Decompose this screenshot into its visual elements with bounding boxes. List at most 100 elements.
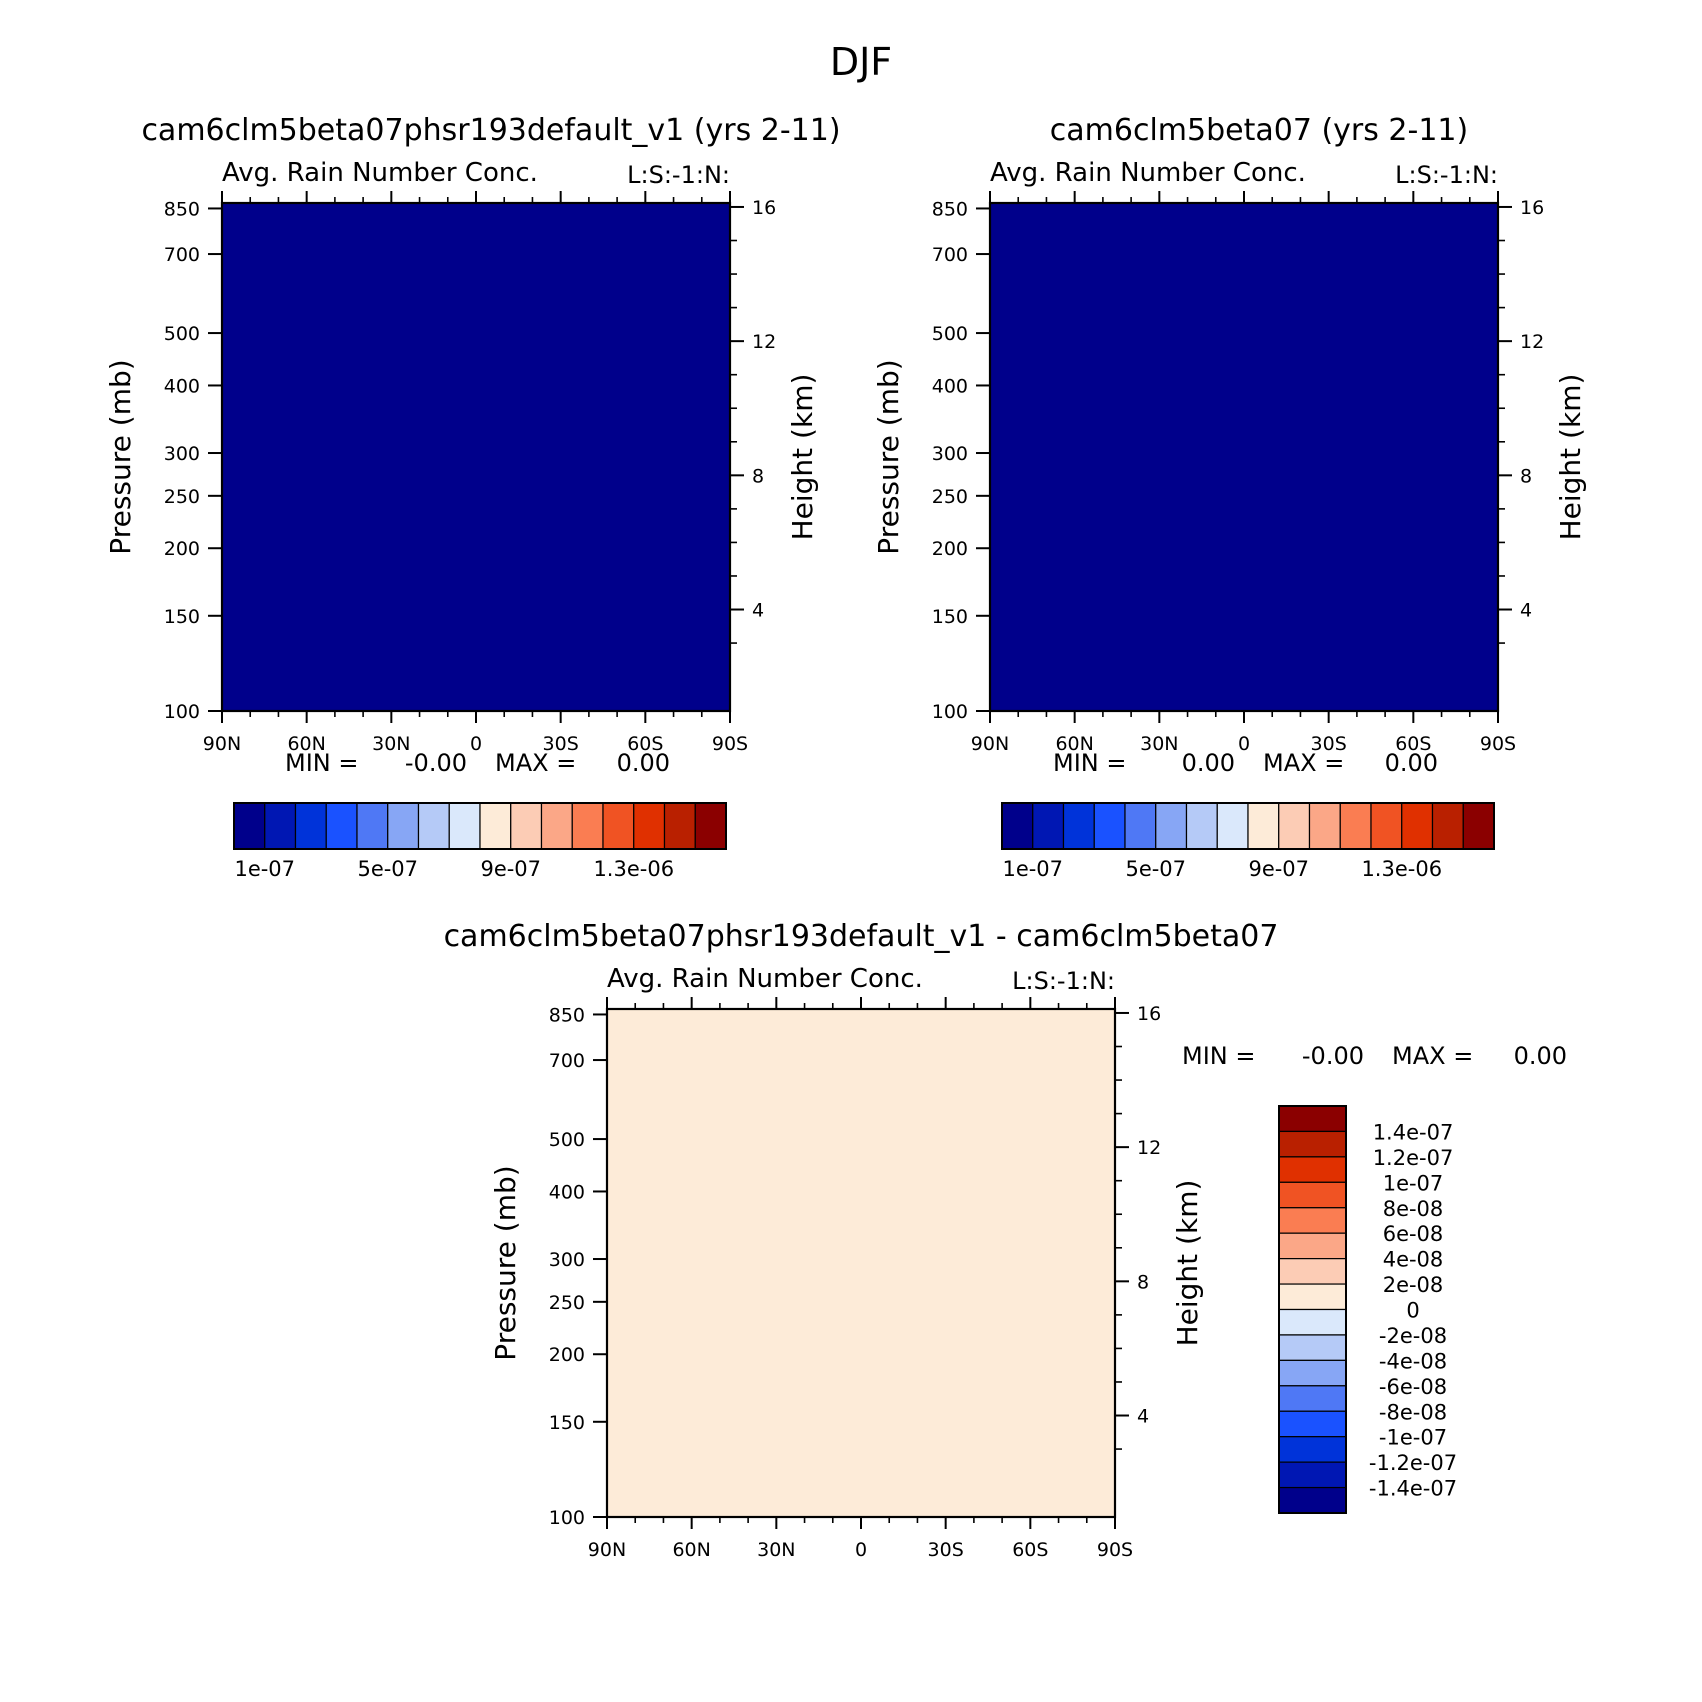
y-right-tick-label: 8 — [752, 465, 764, 487]
colorbar-swatch — [1032, 802, 1065, 850]
y-tick-label: 850 — [932, 198, 968, 220]
colorbar-frame — [233, 802, 727, 850]
y-axis-label: Pressure (mb) — [104, 359, 137, 554]
colorbar-swatch — [510, 802, 543, 850]
panel-corner-label: L:S:-1:N: — [1395, 161, 1498, 189]
colorbar-swatch — [602, 802, 635, 850]
panel-title: cam6clm5beta07phsr193default_v1 (yrs 2-1… — [141, 113, 840, 148]
colorbar-label: 9e-07 — [480, 857, 541, 881]
y-tick-label: 700 — [932, 244, 968, 266]
x-tick-label: 30S — [543, 733, 579, 755]
colorbar-swatch — [264, 802, 297, 850]
max-label: MAX = — [1263, 749, 1344, 777]
y-tick-label: 500 — [932, 323, 968, 345]
y-tick-label: 100 — [932, 701, 968, 723]
plot-field-1 — [990, 203, 1498, 711]
min-value: 0.00 — [1182, 749, 1235, 777]
y-right-tick-label: 4 — [1520, 600, 1532, 622]
colorbar-swatch — [1001, 802, 1034, 850]
plot-field-0 — [222, 203, 730, 711]
min-label: MIN = — [1053, 749, 1126, 777]
colorbar-swatch — [571, 802, 604, 850]
y-tick-label: 300 — [164, 443, 200, 465]
plot-background — [607, 1009, 1115, 1517]
colorbar-swatch — [1062, 802, 1095, 850]
min-value: -0.00 — [405, 749, 467, 777]
plot-background — [222, 203, 730, 711]
panel-1: 90N 60N 30N 0 30S 60S 90S 100 150 200 250 300 400 500… — [872, 113, 1587, 881]
colorbar-swatch — [1247, 802, 1280, 850]
colorbar-swatch — [1185, 802, 1218, 850]
colorbar-swatch — [1124, 802, 1157, 850]
colorbar-swatch — [325, 802, 358, 850]
y-tick-label: 400 — [164, 375, 200, 397]
x-tick-label: 90S — [712, 733, 748, 755]
colorbar-swatch — [448, 802, 481, 850]
x-tick-label: 90N — [971, 733, 1009, 755]
y-axis-label-right: Height (km) — [1554, 374, 1587, 541]
x-tick-label: 60N — [1055, 733, 1093, 755]
max-value: 0.00 — [1385, 749, 1438, 777]
x-tick-label: 90S — [1480, 733, 1516, 755]
y-axis-label: Pressure (mb) — [872, 359, 905, 554]
colorbar-1: 1e-07 5e-07 9e-07 1.3e-06 — [1001, 802, 1495, 881]
colorbar-swatch — [387, 802, 420, 850]
x-tick-label: 90N — [203, 733, 241, 755]
y-tick-label: 500 — [164, 323, 200, 345]
colorbar-label: 9e-07 — [1248, 857, 1309, 881]
colorbar-swatch — [1401, 802, 1434, 850]
plot-field-2 — [607, 1009, 1115, 1517]
colorbar-swatch — [1155, 802, 1188, 850]
y-tick-label: 200 — [932, 538, 968, 560]
colorbar-swatch — [479, 802, 512, 850]
panel-2: 90N 60N 30N 0 30S 60S 90S100150200250300400500… — [444, 919, 1567, 1561]
colorbar-swatch — [1308, 802, 1341, 850]
y-tick-label: 150 — [164, 606, 200, 628]
colorbar-0: 1e-07 5e-07 9e-07 1.3e-06 — [233, 802, 727, 881]
x-tick-label: 30N — [372, 733, 410, 755]
colorbar-swatch — [1216, 802, 1249, 850]
y-tick-label: 300 — [932, 443, 968, 465]
colorbar-label: 5e-07 — [357, 857, 418, 881]
panel-subtitle: Avg. Rain Number Conc. — [222, 158, 538, 188]
y-tick-label: 150 — [932, 606, 968, 628]
colorbar-swatch — [1093, 802, 1126, 850]
colorbar-label: 1.3e-06 — [593, 857, 674, 881]
colorbar-label: 1e-07 — [1002, 857, 1063, 881]
colorbar-label: 1.3e-06 — [1361, 857, 1442, 881]
y-tick-label: 250 — [164, 486, 200, 508]
x-tick-label: 0 — [470, 733, 482, 755]
y-right-tick-label: 8 — [1520, 465, 1532, 487]
x-tick-label: 60S — [627, 733, 663, 755]
x-tick-label: 30S — [1311, 733, 1347, 755]
y-right-tick-label: 16 — [1520, 197, 1544, 219]
y-right-tick-label: 16 — [752, 197, 776, 219]
colorbar-swatch — [417, 802, 450, 850]
y-tick-label: 250 — [932, 486, 968, 508]
colorbar-swatch — [663, 802, 696, 850]
colorbar-swatch — [1370, 802, 1403, 850]
colorbar-swatch — [1339, 802, 1372, 850]
x-tick-label: 60S — [1395, 733, 1431, 755]
colorbar-swatch — [1431, 802, 1464, 850]
colorbar-swatch — [694, 802, 727, 850]
y-tick-label: 700 — [164, 244, 200, 266]
max-value: 0.00 — [617, 749, 670, 777]
x-tick-label: 0 — [1238, 733, 1250, 755]
y-axis-label-right: Height (km) — [786, 374, 819, 541]
colorbar-swatch — [233, 802, 266, 850]
panel-0: 90N 60N 30N 0 30S 60S 90S 100 150 200 250 300 400 500… — [104, 113, 841, 881]
min-label: MIN = — [285, 749, 358, 777]
max-label: MAX = — [495, 749, 576, 777]
panel-corner-label: L:S:-1:N: — [627, 161, 730, 189]
colorbar-swatch — [633, 802, 666, 850]
colorbar-swatch — [1462, 802, 1495, 850]
y-tick-label: 100 — [164, 701, 200, 723]
panel-title: cam6clm5beta07 (yrs 2-11) — [1050, 113, 1468, 148]
y-tick-label: 200 — [164, 538, 200, 560]
colorbar-label: 5e-07 — [1125, 857, 1186, 881]
panel-subtitle: Avg. Rain Number Conc. — [990, 158, 1306, 188]
colorbar-swatch — [356, 802, 389, 850]
colorbar-label: 1e-07 — [234, 857, 295, 881]
